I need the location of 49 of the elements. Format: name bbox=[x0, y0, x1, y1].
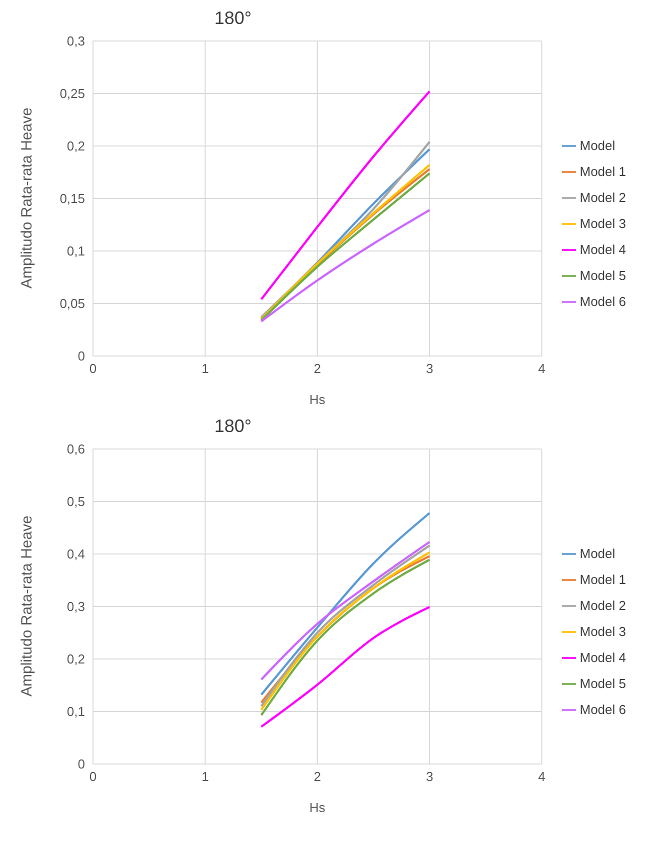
y-tick-label: 0,2 bbox=[66, 138, 85, 154]
line-series bbox=[260, 540, 431, 681]
x-tick-label: 4 bbox=[538, 361, 546, 376]
legend-label: Model 4 bbox=[580, 242, 626, 256]
y-tick-label: 0,6 bbox=[66, 442, 85, 457]
legend-label: Model 5 bbox=[580, 676, 626, 690]
x-tick-label: 0 bbox=[89, 361, 97, 376]
legend-label: Model 1 bbox=[580, 572, 626, 586]
legend-label: Model 6 bbox=[580, 294, 626, 308]
y-axis-title: Amplitudo Rata-rata Heave bbox=[18, 108, 36, 288]
y-tick-label: 0,5 bbox=[66, 494, 85, 510]
x-tick-label: 1 bbox=[202, 361, 209, 376]
y-tick-label: 0,15 bbox=[60, 191, 85, 206]
y-tick-label: 0,25 bbox=[60, 86, 85, 102]
x-tick-label: 2 bbox=[314, 361, 321, 376]
legend-label: Model 1 bbox=[580, 164, 626, 178]
y-tick-label: 0,3 bbox=[66, 599, 85, 614]
y-tick-label: 0,1 bbox=[66, 704, 85, 720]
x-axis-title: Hs bbox=[309, 800, 326, 815]
x-tick-label: 3 bbox=[426, 769, 434, 784]
x-tick-label: 1 bbox=[202, 769, 209, 784]
y-axis-title: Amplitudo Rata-rata Heave bbox=[18, 516, 36, 696]
line-series bbox=[260, 90, 431, 300]
legend-label: Model 2 bbox=[580, 598, 626, 612]
legend-label: Model 3 bbox=[580, 216, 626, 230]
legend-label: Model 5 bbox=[580, 268, 626, 282]
legend-label: Model bbox=[580, 546, 616, 560]
legend-label: Model 2 bbox=[580, 190, 626, 204]
y-tick-label: 0,4 bbox=[66, 546, 85, 562]
chart-title: 180° bbox=[213, 8, 253, 29]
x-tick-label: 3 bbox=[426, 361, 434, 376]
x-tick-label: 2 bbox=[314, 769, 321, 784]
y-tick-label: 0,1 bbox=[66, 244, 85, 259]
y-tick-label: 0 bbox=[78, 756, 85, 772]
x-tick-label: 0 bbox=[89, 769, 97, 784]
y-tick-label: 0,2 bbox=[66, 652, 85, 667]
x-tick-label: 4 bbox=[538, 769, 546, 784]
chart-title: 180° bbox=[213, 416, 253, 437]
line-series bbox=[260, 208, 431, 322]
y-tick-label: 0 bbox=[78, 348, 85, 364]
legend-label: Model 6 bbox=[580, 702, 626, 716]
legend-label: Model 3 bbox=[580, 624, 626, 638]
legend-label: Model 4 bbox=[580, 650, 626, 664]
y-tick-label: 0,3 bbox=[66, 34, 85, 49]
line-series bbox=[260, 512, 431, 696]
x-axis-title: Hs bbox=[309, 392, 326, 407]
legend-label: Model bbox=[580, 138, 616, 152]
line-series bbox=[260, 606, 431, 728]
y-tick-label: 0,05 bbox=[60, 296, 85, 312]
